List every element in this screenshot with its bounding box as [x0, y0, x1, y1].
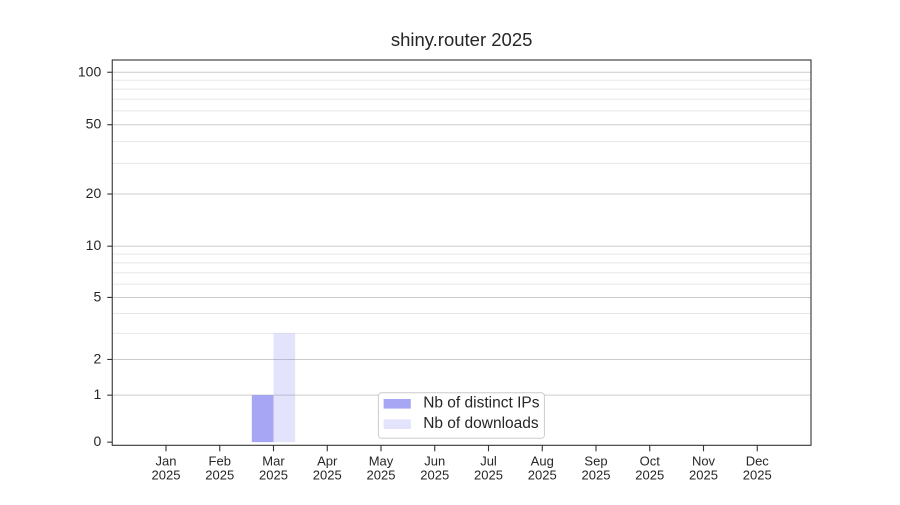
svg-text:Jan: Jan	[156, 453, 177, 468]
svg-text:Nb of distinct IPs: Nb of distinct IPs	[423, 395, 540, 412]
svg-text:Dec: Dec	[746, 453, 770, 468]
svg-text:2025: 2025	[152, 467, 181, 482]
svg-text:Sep: Sep	[584, 453, 607, 468]
svg-text:Jul: Jul	[480, 453, 497, 468]
svg-text:2025: 2025	[743, 467, 772, 482]
svg-text:2025: 2025	[635, 467, 664, 482]
svg-text:Nov: Nov	[692, 453, 716, 468]
svg-text:2025: 2025	[528, 467, 557, 482]
svg-text:5: 5	[93, 288, 101, 304]
svg-text:2025: 2025	[259, 467, 288, 482]
svg-text:Feb: Feb	[209, 453, 231, 468]
svg-text:20: 20	[86, 185, 102, 201]
svg-text:100: 100	[78, 63, 102, 79]
svg-text:1: 1	[93, 386, 101, 402]
svg-text:2025: 2025	[689, 467, 718, 482]
svg-text:shiny.router 2025: shiny.router 2025	[391, 29, 533, 50]
svg-text:Apr: Apr	[317, 453, 338, 468]
svg-text:2025: 2025	[313, 467, 342, 482]
svg-text:2025: 2025	[205, 467, 234, 482]
svg-text:2025: 2025	[474, 467, 503, 482]
svg-text:Mar: Mar	[262, 453, 285, 468]
svg-text:Aug: Aug	[531, 453, 554, 468]
svg-text:Jun: Jun	[424, 453, 445, 468]
svg-text:2: 2	[93, 350, 101, 366]
svg-text:0: 0	[93, 433, 101, 449]
svg-text:2025: 2025	[420, 467, 449, 482]
svg-text:50: 50	[86, 116, 102, 132]
svg-text:2025: 2025	[367, 467, 396, 482]
svg-text:Nb of downloads: Nb of downloads	[423, 415, 539, 432]
svg-text:May: May	[369, 453, 394, 468]
svg-text:2025: 2025	[582, 467, 611, 482]
svg-text:Oct: Oct	[640, 453, 661, 468]
svg-text:10: 10	[86, 237, 102, 253]
